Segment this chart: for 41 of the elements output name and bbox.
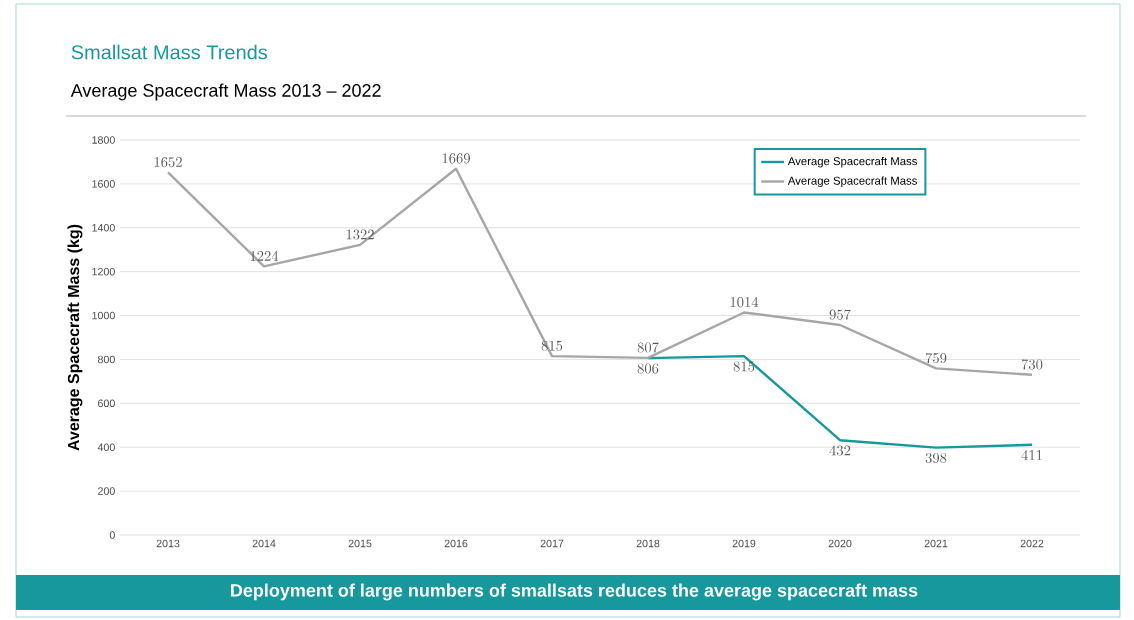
- x-tick-label: 2015: [348, 539, 372, 548]
- data-label: 815: [541, 340, 563, 351]
- data-label: 1322: [346, 229, 374, 240]
- data-label: 411: [1021, 449, 1042, 460]
- legend-label: Average Spacecraft Mass: [787, 156, 917, 168]
- y-tick-label: 800: [97, 355, 115, 364]
- y-tick-label: 1400: [92, 223, 115, 232]
- y-axis-title: Average Spacecraft Mass (kg): [67, 224, 83, 451]
- data-label: 815: [733, 361, 755, 372]
- data-label: 1014: [730, 296, 759, 308]
- x-tick-label: 2021: [924, 539, 948, 548]
- y-tick-label: 200: [98, 487, 115, 495]
- y-tick-label: 1200: [92, 267, 115, 276]
- x-tick-label: 2013: [156, 539, 180, 548]
- data-label: 1669: [442, 153, 470, 164]
- text: Deployment of large numbers of smallsats reduces the average spacecraft mass: [231, 583, 918, 601]
- x-tick-label: 2019: [732, 539, 756, 548]
- x-tick-label: 2016: [444, 539, 468, 548]
- data-label: 1224: [250, 250, 279, 261]
- data-label: 432: [829, 445, 851, 456]
- y-tick-label: 400: [97, 443, 115, 451]
- y-tick-label: 0: [109, 531, 115, 539]
- x-tick-label: 2020: [828, 539, 852, 548]
- data-label: 806: [637, 363, 659, 374]
- chart-title: Smallsat Mass Trends: [71, 44, 268, 60]
- y-tick-label: 1000: [92, 311, 115, 320]
- x-tick-label: 2017: [540, 539, 564, 548]
- data-label: 807: [637, 342, 659, 353]
- data-label: 730: [1021, 359, 1043, 370]
- chart-subtitle: Average Spacecraft Mass 2013 – 2022: [70, 83, 381, 101]
- x-tick-label: 2022: [1020, 539, 1044, 548]
- y-tick-label: 1600: [92, 180, 115, 188]
- y-tick-label: 1800: [92, 136, 115, 144]
- x-tick-label: 2018: [636, 539, 660, 548]
- data-label: 957: [829, 309, 851, 320]
- data-label: 759: [925, 352, 947, 364]
- y-tick-label: 600: [98, 399, 115, 408]
- data-label: 398: [925, 452, 947, 464]
- x-tick-label: 2014: [252, 539, 276, 548]
- legend-label: Average Spacecraft Mass: [787, 176, 917, 187]
- data-label: 1652: [154, 157, 182, 168]
